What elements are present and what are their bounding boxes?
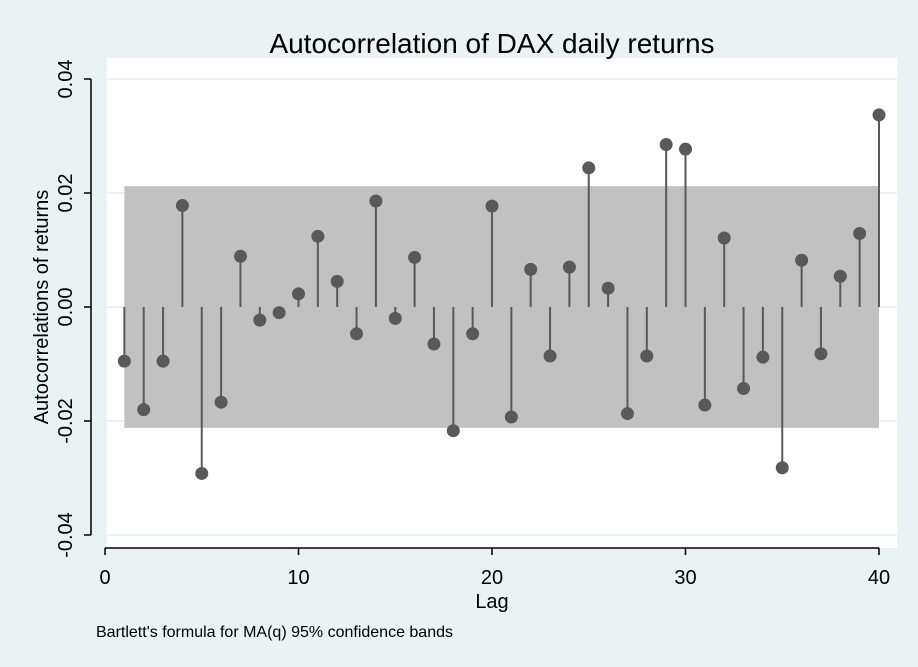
- marker-lag-12: [330, 274, 344, 288]
- x-tick-label-0: 0: [99, 567, 110, 589]
- chart-title: Autocorrelation of DAX daily returns: [269, 28, 714, 59]
- marker-lag-33: [737, 382, 751, 396]
- marker-lag-3: [156, 354, 170, 368]
- marker-lag-10: [292, 287, 305, 301]
- marker-lag-13: [350, 327, 364, 341]
- marker-lag-29: [659, 138, 673, 152]
- marker-lag-28: [640, 349, 654, 363]
- y-axis-label: Autocorrelations of returns: [31, 190, 53, 425]
- x-tick-label-1: 10: [287, 567, 309, 589]
- marker-lag-31: [698, 398, 712, 412]
- chart-note: Bartlett's formula for MA(q) 95% confide…: [96, 624, 453, 641]
- y-tick-label-0: -0.04: [55, 512, 77, 558]
- marker-lag-27: [620, 407, 634, 421]
- marker-lag-35: [775, 461, 789, 475]
- marker-lag-19: [466, 327, 480, 341]
- marker-lag-14: [369, 194, 383, 208]
- marker-lag-39: [853, 226, 867, 240]
- marker-lag-34: [756, 350, 770, 364]
- marker-lag-22: [524, 262, 538, 276]
- marker-lag-9: [272, 306, 286, 320]
- marker-lag-38: [833, 269, 847, 283]
- marker-lag-20: [485, 199, 499, 213]
- y-tick-label-1: -0.02: [55, 398, 77, 444]
- x-tick-label-4: 40: [868, 567, 890, 589]
- x-axis-label: Lag: [475, 591, 508, 613]
- y-tick-label-2: 0.00: [55, 288, 77, 327]
- marker-lag-21: [504, 410, 518, 424]
- axes: -0.04 -0.02 0.00 0.02 0.04 0 10 20 30 40: [55, 60, 890, 589]
- x-tick-label-3: 30: [674, 567, 696, 589]
- marker-lag-4: [175, 199, 189, 213]
- marker-lag-17: [427, 337, 441, 351]
- marker-lag-36: [795, 253, 809, 267]
- x-tick-label-2: 20: [481, 567, 503, 589]
- marker-lag-26: [601, 281, 615, 295]
- marker-lag-40: [872, 108, 886, 122]
- marker-lag-18: [446, 424, 460, 438]
- marker-lag-37: [814, 347, 828, 361]
- markers: [117, 108, 886, 480]
- marker-lag-32: [717, 231, 731, 245]
- marker-lag-6: [214, 395, 228, 409]
- marker-lag-7: [233, 249, 247, 263]
- marker-lag-16: [408, 250, 422, 264]
- marker-lag-2: [137, 403, 151, 417]
- marker-lag-5: [195, 466, 209, 480]
- marker-lag-8: [253, 313, 267, 327]
- marker-lag-24: [562, 260, 576, 274]
- marker-lag-11: [311, 229, 325, 243]
- marker-lag-30: [679, 142, 692, 156]
- marker-lag-23: [543, 349, 557, 363]
- marker-lag-25: [582, 161, 596, 175]
- confidence-band: [124, 186, 880, 428]
- marker-lag-1: [117, 354, 131, 368]
- y-tick-label-4: 0.04: [55, 60, 77, 99]
- y-tick-label-3: 0.02: [55, 174, 77, 213]
- marker-lag-15: [388, 311, 402, 325]
